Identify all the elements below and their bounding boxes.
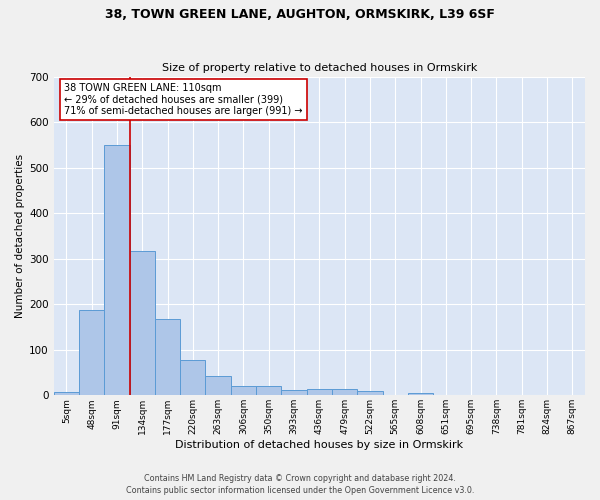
Text: 38, TOWN GREEN LANE, AUGHTON, ORMSKIRK, L39 6SF: 38, TOWN GREEN LANE, AUGHTON, ORMSKIRK, … xyxy=(105,8,495,20)
Text: 38 TOWN GREEN LANE: 110sqm
← 29% of detached houses are smaller (399)
71% of sem: 38 TOWN GREEN LANE: 110sqm ← 29% of deta… xyxy=(64,83,303,116)
Bar xyxy=(130,251,155,396)
X-axis label: Distribution of detached houses by size in Ormskirk: Distribution of detached houses by size … xyxy=(175,440,463,450)
Bar xyxy=(307,390,332,396)
Y-axis label: Number of detached properties: Number of detached properties xyxy=(15,154,25,318)
Bar xyxy=(180,360,205,396)
Bar xyxy=(155,320,180,396)
Bar xyxy=(104,146,130,396)
Bar xyxy=(332,389,357,396)
Bar xyxy=(79,310,104,396)
Bar xyxy=(281,390,307,396)
Bar xyxy=(53,392,79,396)
Text: Contains HM Land Registry data © Crown copyright and database right 2024.
Contai: Contains HM Land Registry data © Crown c… xyxy=(126,474,474,495)
Bar xyxy=(205,376,231,396)
Bar xyxy=(231,386,256,396)
Title: Size of property relative to detached houses in Ormskirk: Size of property relative to detached ho… xyxy=(161,63,477,73)
Bar xyxy=(357,391,383,396)
Bar xyxy=(408,392,433,396)
Bar xyxy=(256,386,281,396)
